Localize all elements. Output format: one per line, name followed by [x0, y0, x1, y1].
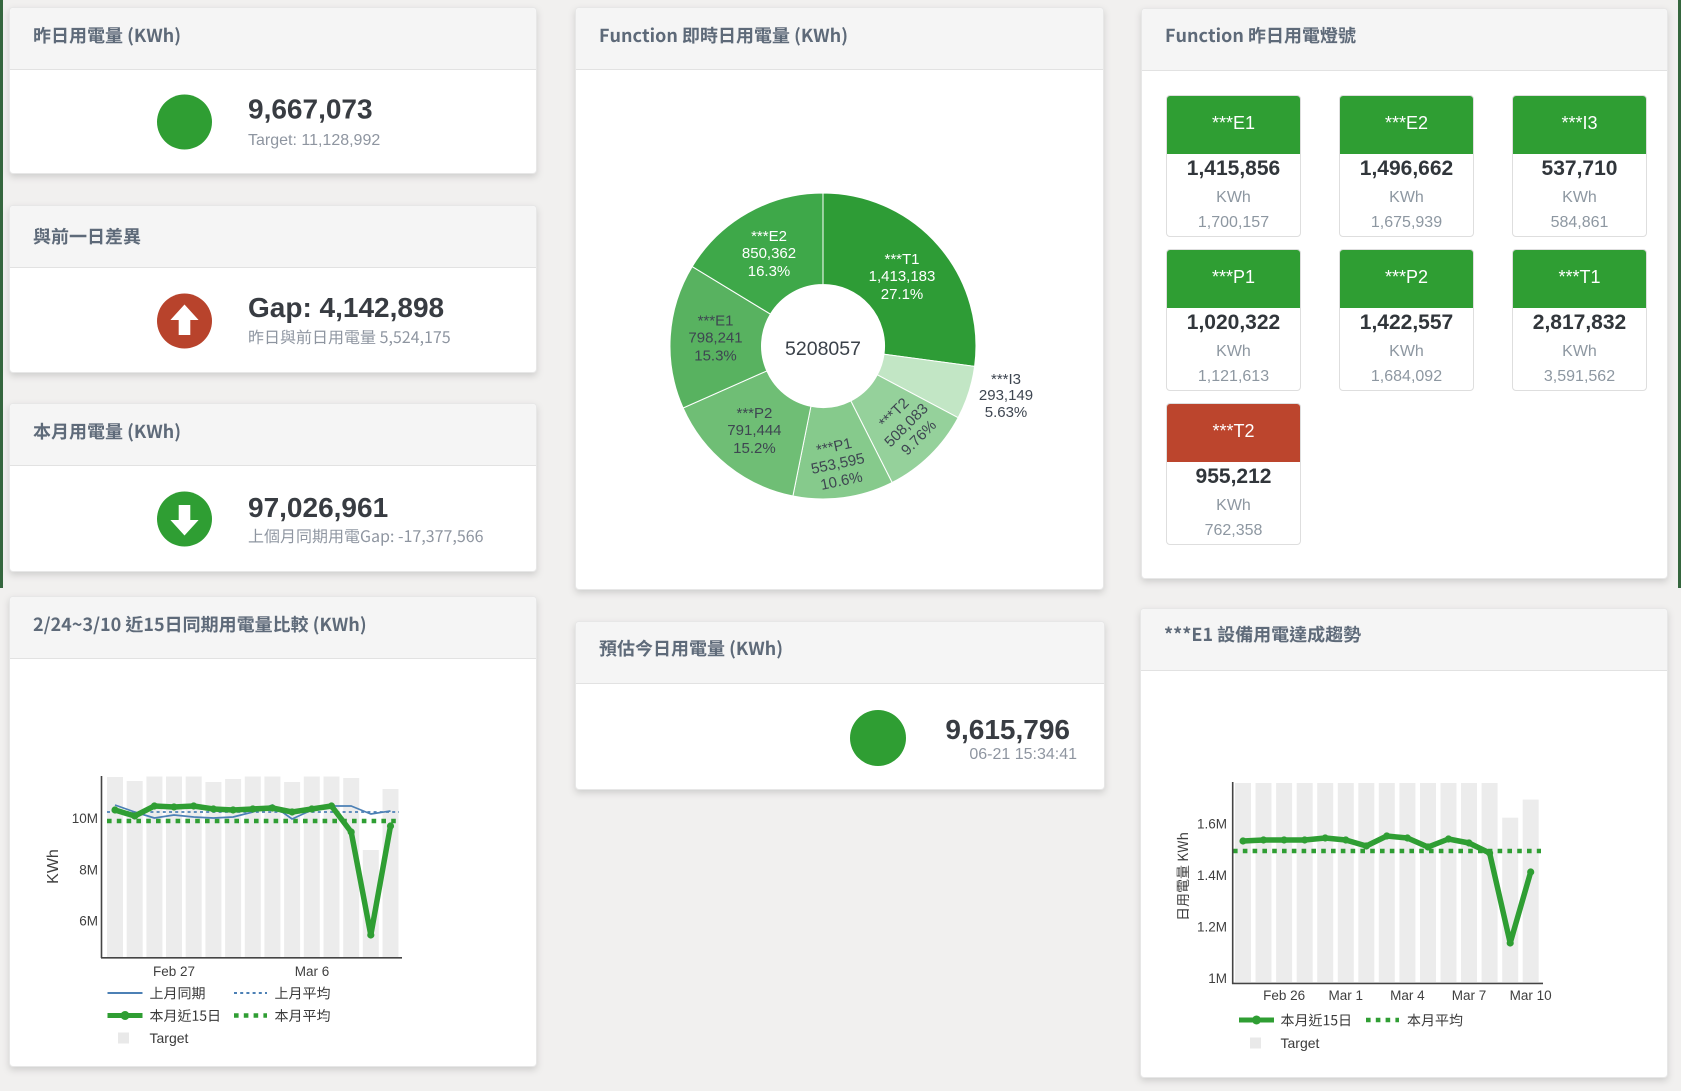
svg-text:15.2%: 15.2%	[733, 440, 776, 457]
svg-text:***E1: ***E1	[698, 312, 734, 329]
svg-text:1,413,183: 1,413,183	[869, 268, 936, 285]
svg-text:9,615,796: 9,615,796	[945, 714, 1070, 745]
svg-text:***T1: ***T1	[884, 251, 919, 268]
svg-text:Target: Target	[150, 1030, 189, 1046]
svg-text:850,362: 850,362	[742, 245, 796, 262]
svg-text:791,444: 791,444	[727, 422, 781, 439]
svg-text:10M: 10M	[72, 811, 98, 826]
svg-text:Target: 11,128,992: Target: 11,128,992	[248, 132, 380, 149]
svg-text:27.1%: 27.1%	[881, 286, 924, 303]
svg-text:Mar 7: Mar 7	[1452, 988, 1487, 1003]
svg-text:***P2: ***P2	[736, 405, 772, 422]
svg-text:Target: Target	[1281, 1035, 1320, 1051]
svg-text:97,026,961: 97,026,961	[248, 492, 388, 523]
svg-text:1M: 1M	[1208, 971, 1227, 986]
svg-text:Feb 27: Feb 27	[153, 964, 195, 979]
svg-text:15.3%: 15.3%	[694, 347, 737, 364]
svg-text:06-21 15:34:41: 06-21 15:34:41	[969, 746, 1077, 763]
svg-text:9,667,073: 9,667,073	[248, 94, 373, 125]
svg-text:5208057: 5208057	[785, 338, 861, 360]
svg-text:1.2M: 1.2M	[1197, 919, 1227, 934]
svg-text:Gap: 4,142,898: Gap: 4,142,898	[248, 292, 444, 323]
svg-text:1.4M: 1.4M	[1197, 868, 1227, 883]
svg-text:798,241: 798,241	[688, 330, 742, 347]
svg-text:***I3: ***I3	[991, 371, 1021, 388]
svg-text:Feb 26: Feb 26	[1263, 988, 1305, 1003]
svg-text:KWh: KWh	[45, 849, 62, 884]
svg-text:Mar 4: Mar 4	[1390, 988, 1425, 1003]
svg-text:Mar 1: Mar 1	[1329, 988, 1364, 1003]
svg-text:16.3%: 16.3%	[748, 263, 791, 280]
svg-text:1.6M: 1.6M	[1197, 816, 1227, 831]
svg-text:293,149: 293,149	[979, 387, 1033, 404]
svg-text:Mar 10: Mar 10	[1510, 988, 1552, 1003]
svg-text:***E2: ***E2	[751, 228, 787, 245]
svg-text:8M: 8M	[79, 862, 98, 877]
svg-text:5.63%: 5.63%	[985, 404, 1028, 421]
svg-text:Mar 6: Mar 6	[295, 964, 330, 979]
svg-text:6M: 6M	[79, 914, 98, 929]
